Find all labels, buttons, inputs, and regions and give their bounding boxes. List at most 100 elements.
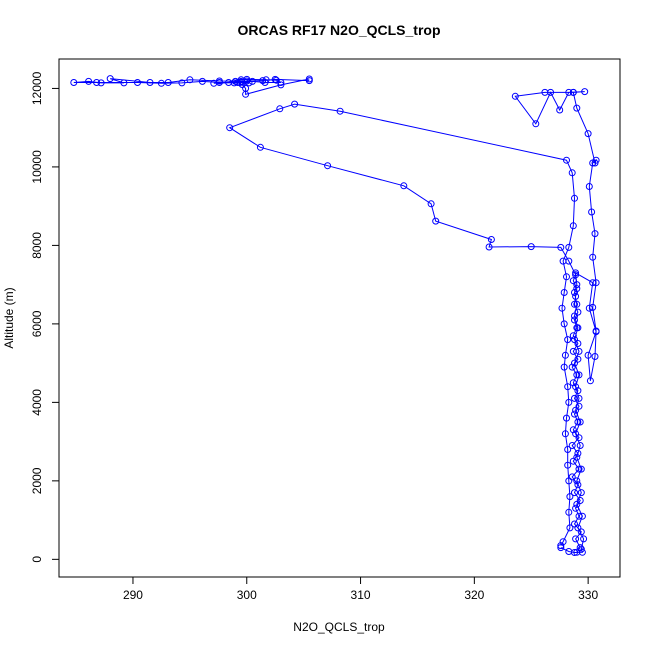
x-tick-label: 300	[237, 588, 257, 602]
data-point	[245, 79, 253, 87]
data-point	[560, 320, 568, 328]
x-axis-label: N2O_QCLS_trop	[293, 620, 385, 634]
data-point	[572, 383, 580, 391]
data-point	[238, 78, 246, 86]
data-point	[575, 402, 583, 410]
x-tick-label: 290	[123, 588, 143, 602]
data-point	[85, 77, 93, 85]
data-point	[557, 544, 565, 552]
data-point	[276, 105, 284, 113]
data-point	[198, 77, 206, 85]
data-point	[186, 76, 194, 84]
data-point	[569, 88, 577, 96]
data-point	[230, 79, 238, 87]
data-point	[291, 100, 299, 108]
series-2	[511, 88, 600, 556]
data-point	[565, 508, 573, 516]
data-point	[577, 465, 585, 473]
data-point	[588, 208, 596, 216]
data-point	[572, 430, 580, 438]
data-point	[574, 340, 582, 347]
data-point	[573, 300, 581, 308]
x-tick-label: 310	[351, 588, 371, 602]
data-point	[581, 88, 589, 96]
x-axis: 290 300 310 320 330	[123, 576, 598, 602]
data-point	[573, 371, 581, 379]
data-point	[571, 312, 578, 320]
data-point	[566, 524, 574, 532]
y-tick-label: 12000	[30, 71, 44, 105]
data-point	[576, 497, 584, 504]
data-point	[557, 542, 565, 550]
data-point	[589, 253, 597, 261]
data-point	[259, 77, 267, 85]
data-point	[511, 92, 519, 100]
data-point	[585, 183, 593, 190]
data-point	[238, 81, 246, 88]
data-point	[134, 79, 141, 86]
data-point	[578, 548, 586, 556]
data-point	[262, 76, 270, 84]
data-point	[120, 79, 128, 87]
data-point	[573, 453, 581, 461]
data-point	[558, 304, 566, 312]
y-tick-label: 0	[30, 556, 44, 563]
data-point	[559, 257, 567, 265]
data-point	[574, 418, 582, 426]
data-point	[580, 535, 588, 543]
data-point	[569, 426, 577, 434]
data-point	[559, 538, 567, 546]
series-line	[514, 91, 598, 554]
data-point	[586, 377, 594, 385]
series-3	[70, 75, 313, 98]
y-axis: 0 2000 4000 6000 8000 10000 12000	[30, 71, 60, 563]
data-point	[564, 336, 572, 344]
data-point	[164, 79, 172, 86]
data-point	[575, 347, 583, 355]
data-point	[527, 243, 535, 251]
data-point	[563, 273, 570, 281]
data-point	[226, 124, 234, 132]
data-point	[573, 104, 581, 112]
data-point	[585, 304, 593, 312]
data-point	[565, 398, 573, 406]
data-point	[574, 481, 582, 489]
data-point	[563, 414, 570, 422]
data-point	[591, 159, 599, 167]
data-point	[569, 332, 577, 340]
data-point	[532, 120, 540, 128]
data-point	[97, 79, 105, 87]
x-tick-label: 330	[578, 588, 598, 602]
data-point	[231, 77, 239, 85]
data-point	[591, 353, 599, 360]
data-point	[574, 449, 582, 457]
data-point	[573, 500, 581, 508]
data-point	[568, 363, 576, 371]
y-tick-label: 4000	[30, 389, 44, 416]
data-point	[571, 194, 578, 202]
data-point	[277, 81, 285, 89]
data-point	[565, 88, 573, 96]
data-point	[571, 549, 578, 556]
data-point	[210, 79, 218, 87]
y-tick-label: 2000	[30, 467, 44, 494]
y-axis-label: Altitude (m)	[2, 287, 16, 348]
data-point	[589, 303, 597, 311]
data-point	[561, 430, 569, 438]
data-point	[571, 336, 578, 344]
data-point	[568, 473, 576, 481]
data-point	[577, 545, 585, 553]
data-point	[146, 79, 154, 86]
data-point	[574, 324, 582, 332]
data-point	[571, 300, 578, 308]
data-point	[487, 236, 495, 243]
data-point	[571, 289, 578, 296]
data-point	[271, 75, 279, 83]
data-point	[564, 446, 572, 453]
data-point	[578, 512, 586, 520]
data-point	[272, 76, 280, 84]
data-point	[432, 217, 440, 225]
data-point	[336, 107, 344, 115]
